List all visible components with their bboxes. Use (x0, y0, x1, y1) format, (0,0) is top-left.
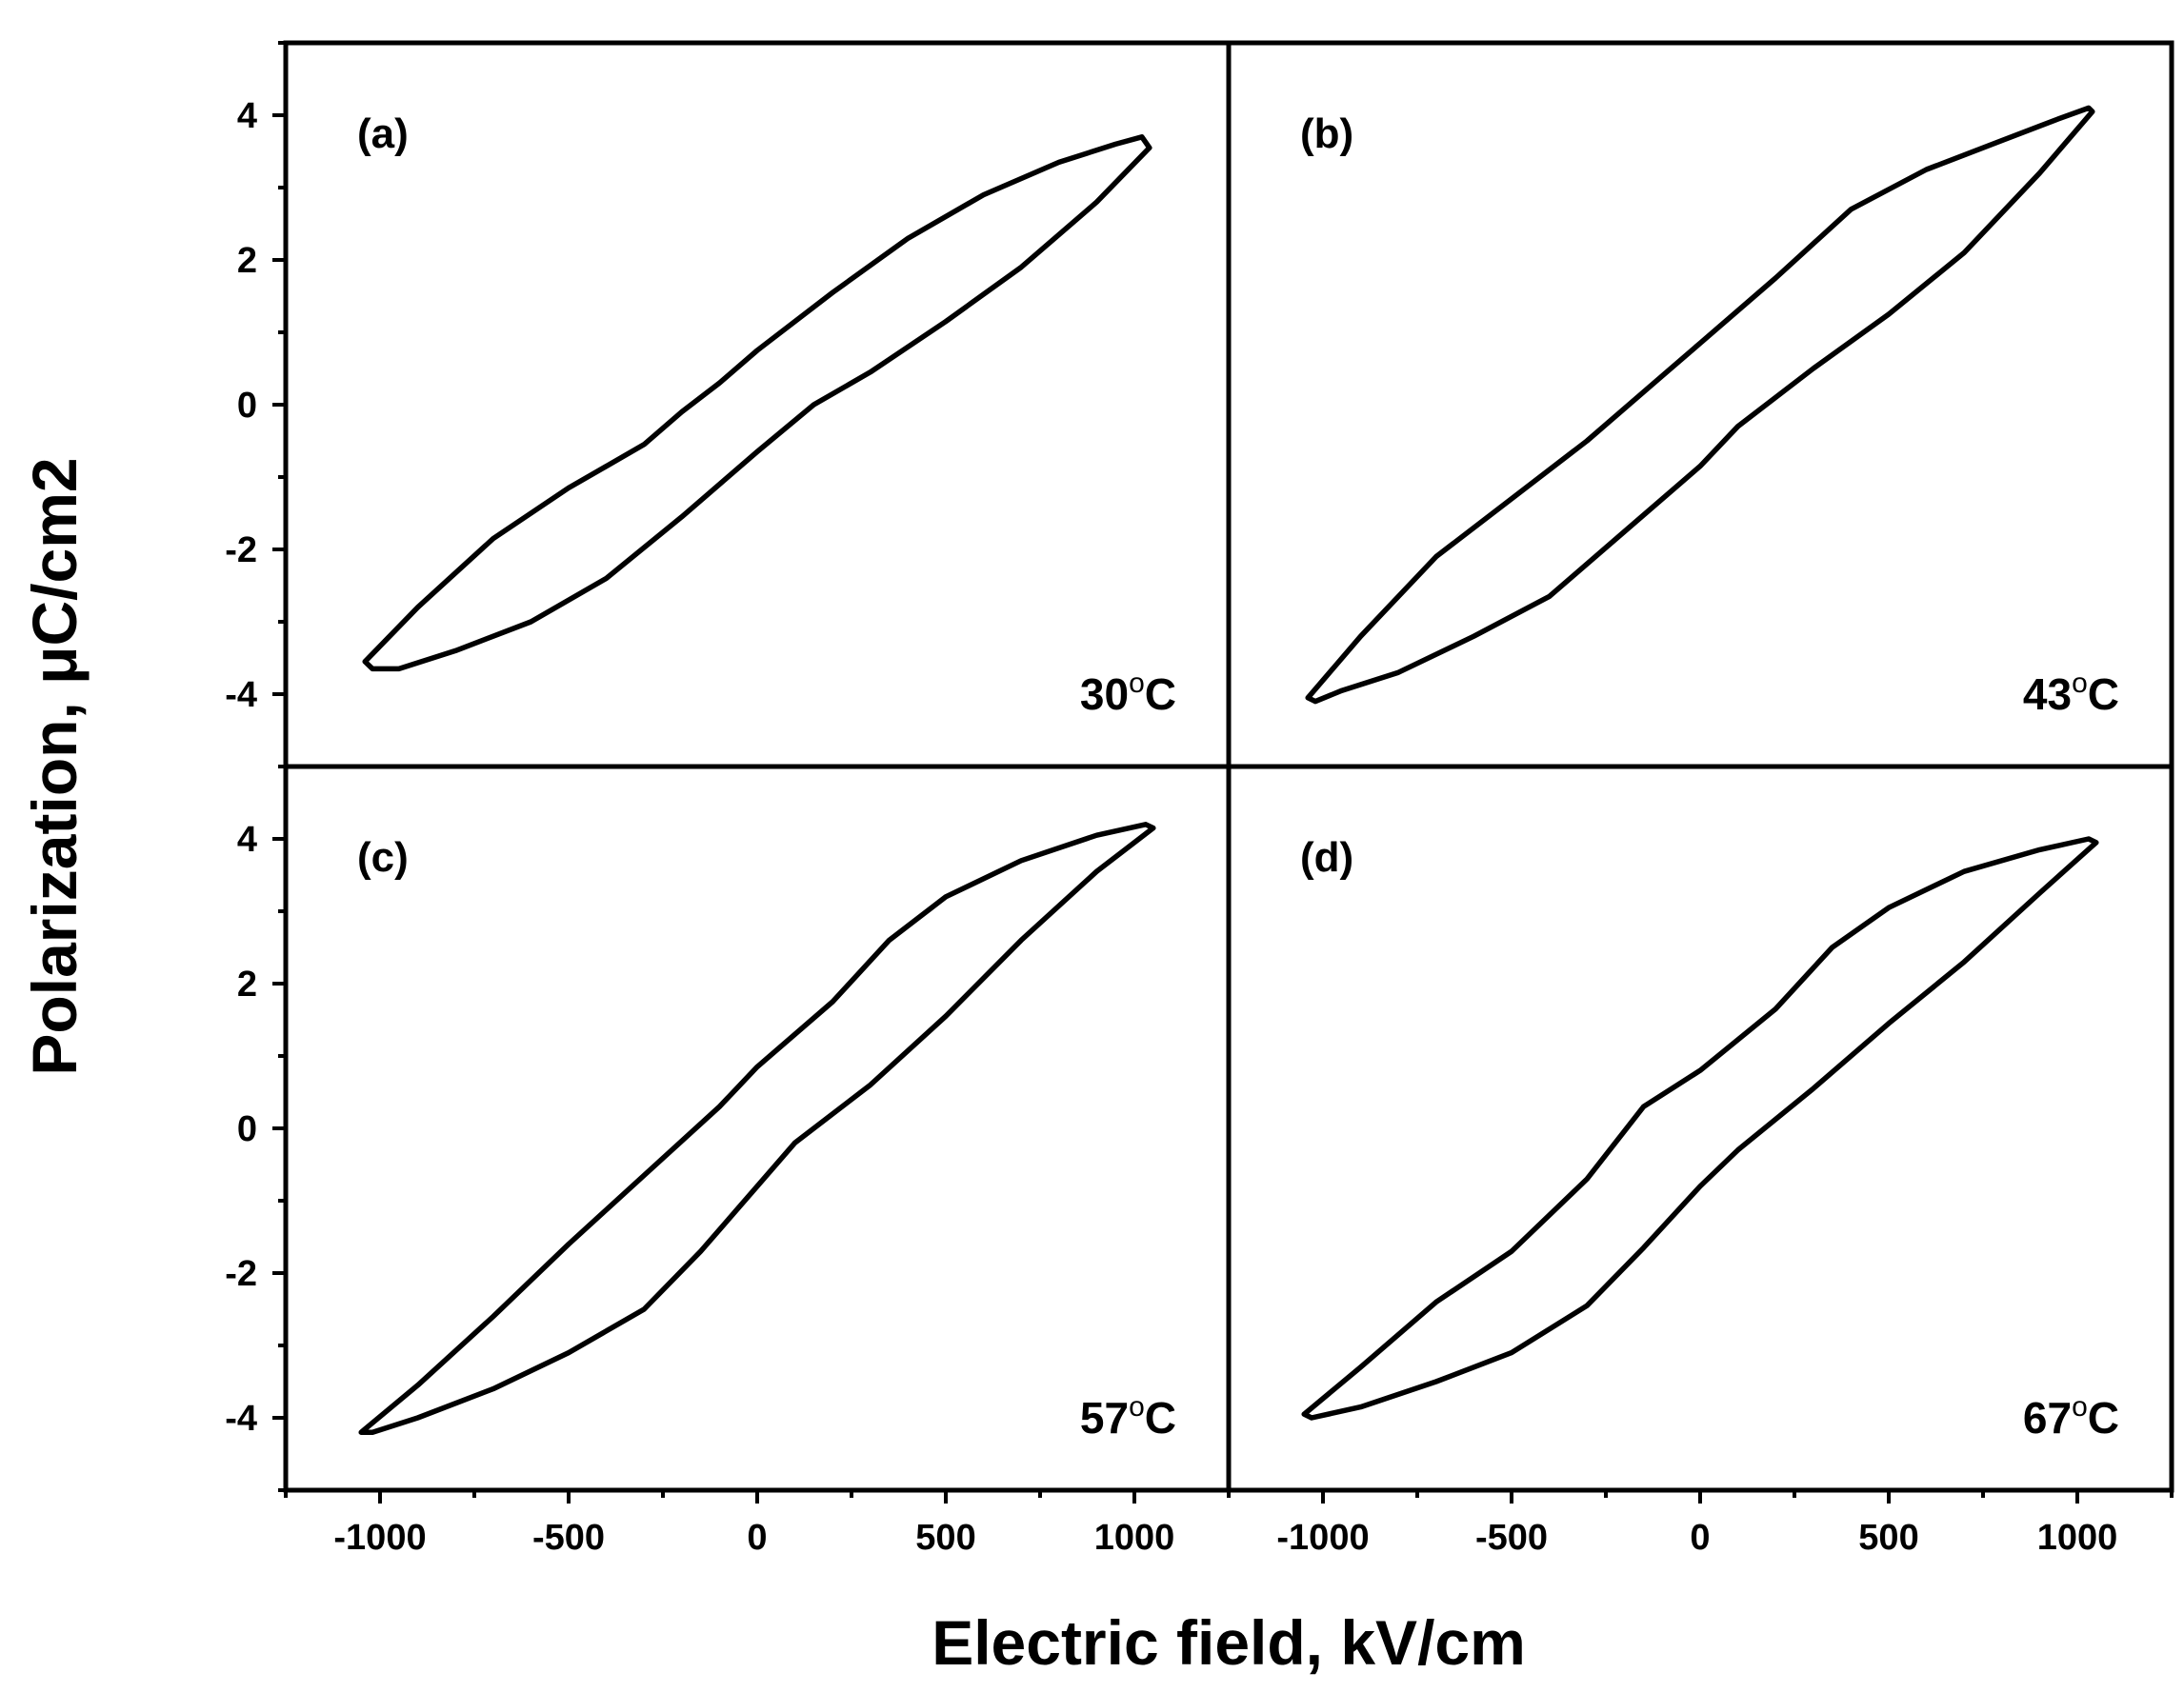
hysteresis-loop-c (358, 822, 1156, 1435)
x-tick-label: 500 (1858, 1518, 1918, 1558)
x-tick-label: 0 (747, 1518, 767, 1558)
y-tick-label: 4 (237, 96, 257, 136)
x-axis-title: Electric field, kV/cm (932, 1607, 1526, 1678)
temperature-label: 30oC (1080, 667, 1176, 719)
y-tick-label: -4 (225, 1399, 257, 1439)
temperature-label: 43oC (2023, 667, 2119, 719)
panel-tag: (d) (1300, 834, 1353, 881)
x-tick-label: 500 (915, 1518, 975, 1558)
hysteresis-loop-a (362, 134, 1152, 672)
x-tick-label: 1000 (2037, 1518, 2118, 1558)
panel-tag: (c) (357, 834, 409, 881)
x-tick-label: -500 (532, 1518, 605, 1558)
loops-layer (358, 105, 2099, 1435)
temperature-label: 57oC (1080, 1391, 1176, 1443)
panel-tag: (a) (357, 110, 409, 157)
y-axis-title: Polarization, μC/cm2 (19, 457, 90, 1075)
hysteresis-loop-b (1305, 105, 2095, 705)
y-tick-label: 2 (237, 965, 257, 1005)
x-tick-label: -1000 (1276, 1518, 1369, 1558)
temperature-label: 67oC (2023, 1391, 2119, 1443)
y-tick-label: -4 (225, 675, 257, 715)
x-tick-label: -1000 (333, 1518, 426, 1558)
x-tick-label: 1000 (1094, 1518, 1175, 1558)
y-tick-label: -2 (225, 530, 257, 570)
hysteresis-loop-d (1301, 836, 2099, 1421)
y-tick-label: 0 (237, 1109, 257, 1149)
y-tick-label: -2 (225, 1254, 257, 1294)
x-tick-label: -500 (1475, 1518, 1548, 1558)
y-tick-label: 2 (237, 241, 257, 281)
labels-layer: -4 -2 0 2 4 -4 -2 0 2 4 -1000 -500 0 500 1000 -1000 -500… (225, 96, 2119, 1558)
ticks-layer (272, 41, 2174, 1504)
y-tick-label: 0 (237, 386, 257, 426)
x-tick-label: 0 (1690, 1518, 1710, 1558)
y-tick-label: 4 (237, 820, 257, 860)
panel-tag: (b) (1300, 110, 1353, 157)
